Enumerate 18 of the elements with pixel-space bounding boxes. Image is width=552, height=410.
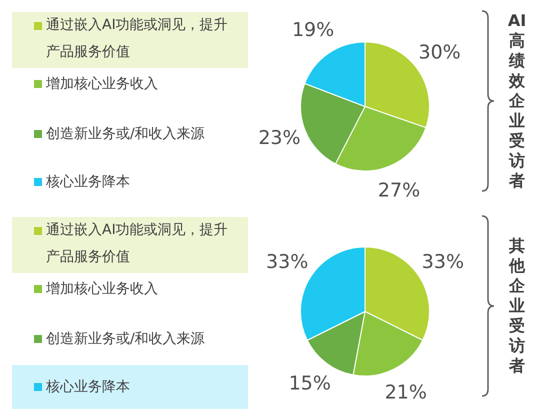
legend-label: 通过嵌入AI功能或洞见，提升产品服务价值 [46,221,229,267]
legend-label: 增加核心业务收入 [46,280,159,298]
legend-label: 增加核心业务收入 [46,74,159,94]
data-label: 23% [258,127,301,150]
data-label: 19% [292,18,334,41]
legend-label: 通过嵌入AI功能或洞见，提升产品服务价值 [46,16,229,62]
data-label: 33% [422,251,464,274]
data-label: 27% [378,179,420,202]
data-label: 33% [266,251,308,274]
text: 其他企业受访者 [508,236,526,376]
legend-label: 核心业务降本 [46,172,131,192]
legend-label: 创造新业务或/和收入来源 [46,124,206,144]
chart-title: AI高绩效企业受访者 [508,11,526,190]
data-label: 15% [288,372,331,395]
data-label: 21% [384,381,427,404]
legend-label: 创造新业务或/和收入来源 [46,330,206,348]
data-label: 30% [418,41,461,64]
legend-label: 核心业务降本 [46,378,131,396]
